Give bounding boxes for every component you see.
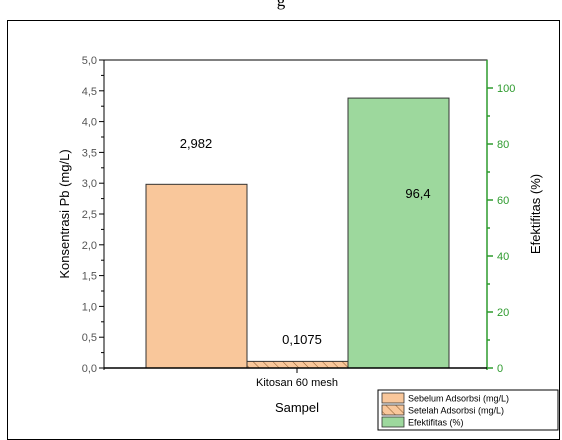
left-tick-label: 0,5	[82, 332, 97, 344]
data-label: 2,982	[180, 136, 213, 151]
left-tick-label: 4,0	[82, 117, 97, 129]
right-tick-label: 100	[497, 83, 515, 95]
x-tick-label: Kitosan 60 mesh	[256, 377, 338, 389]
right-tick-label: 0	[497, 363, 503, 375]
legend-label: Sebelum Adsorbsi (mg/L)	[408, 394, 509, 404]
legend-label: Efektifitas (%)	[408, 418, 464, 428]
left-tick-label: 1,0	[82, 301, 97, 313]
x-axis-title: Sampel	[275, 400, 319, 415]
data-label: 0,1075	[282, 332, 322, 347]
left-tick-label: 1,5	[82, 271, 97, 283]
y-axis-title: Konsentrasi Pb (mg/L)	[57, 149, 72, 278]
bar-efektifitas	[347, 97, 450, 369]
left-tick-label: 0,0	[82, 363, 97, 375]
legend-label: Setelah Adsorbsi (mg/L)	[408, 406, 504, 416]
y2-axis-title: Efektifitas (%)	[528, 174, 543, 254]
left-tick-label: 2,5	[82, 209, 97, 221]
page-caption: g	[276, 0, 286, 10]
bar-setelah-adsorbsi-mg-l	[246, 360, 349, 369]
left-tick-label: 4,5	[82, 86, 97, 98]
legend-box	[377, 389, 559, 431]
legend-swatch	[381, 416, 405, 428]
left-tick-label: 3,5	[82, 147, 97, 159]
legend-swatch	[381, 392, 405, 404]
left-tick-label: 3,0	[82, 178, 97, 190]
left-tick-label: 2,0	[82, 240, 97, 252]
right-tick-label: 40	[497, 251, 509, 263]
left-tick-label: 5,0	[82, 55, 97, 67]
right-tick-label: 60	[497, 195, 509, 207]
legend-swatch	[381, 404, 405, 416]
bar-sebelum-adsorbsi-mg-l	[145, 183, 248, 369]
right-tick-label: 80	[497, 139, 509, 151]
data-label: 96,4	[405, 186, 430, 201]
right-tick-label: 20	[497, 307, 509, 319]
